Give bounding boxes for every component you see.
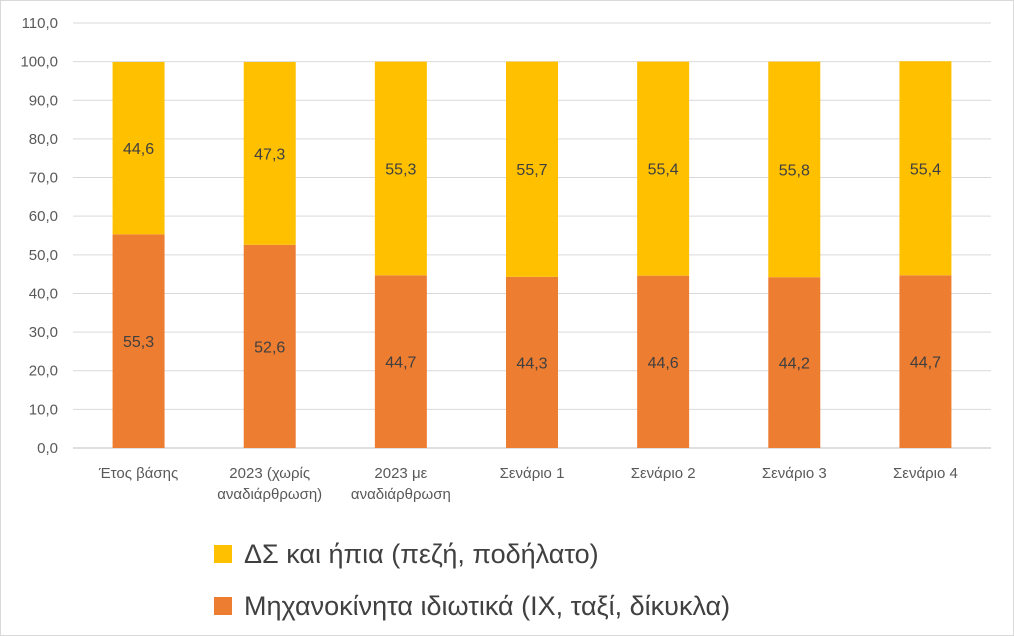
y-axis: 0,0 10,0 20,0 30,0 40,0 50,0 60,0 70,0 80,0 90,0 1… <box>20 15 58 457</box>
legend-swatch-public-soft <box>214 545 232 563</box>
bar-segment <box>374 61 427 276</box>
y-tick-label: 70,0 <box>29 170 58 187</box>
y-tick-label: 40,0 <box>29 285 58 302</box>
data-label: 55,4 <box>648 162 679 179</box>
bar-segment <box>112 62 165 235</box>
data-label: 55,3 <box>385 161 416 178</box>
bars: 55,3 44,6 52,6 47,3 44,7 55,3 44,3 55,7 44,6 55,4… <box>112 61 952 448</box>
y-tick-label: 100,0 <box>20 54 58 71</box>
data-label: 55,7 <box>516 162 547 179</box>
legend-item-public-soft: ΔΣ και ήπια (πεζή, ποδήλατο) <box>214 528 730 580</box>
x-tick-label: Έτος βάσης <box>98 465 178 482</box>
x-tick-label: Σενάριο 3 <box>762 465 827 482</box>
y-tick-label: 110,0 <box>22 15 58 32</box>
x-tick-label: 2023 (χωρίς αναδιάρθρωση) <box>217 465 322 503</box>
y-tick-label: 60,0 <box>29 208 58 225</box>
x-axis: Έτος βάσης 2023 (χωρίς αναδιάρθρωση) 2023 μ… <box>98 465 958 503</box>
bar-segment <box>243 244 296 448</box>
data-label: 55,8 <box>779 162 810 179</box>
bar-segment <box>899 61 952 276</box>
bar-segment <box>637 61 690 276</box>
data-label: 44,7 <box>910 355 941 372</box>
y-tick-label: 0,0 <box>37 440 58 457</box>
legend: ΔΣ και ήπια (πεζή, ποδήλατο) Μηχανοκίνητ… <box>214 528 730 632</box>
x-tick-label: Σενάριο 4 <box>893 465 958 482</box>
bar-segment <box>112 234 165 448</box>
data-label: 44,2 <box>779 356 810 373</box>
legend-item-private-motor: Μηχανοκίνητα ιδιωτικά (ΙΧ, ταξί, δίκυκλα… <box>214 580 730 632</box>
data-label: 44,7 <box>385 355 416 372</box>
bar-segment <box>637 275 690 448</box>
y-tick-label: 90,0 <box>29 92 58 109</box>
x-tick-label: 2023 με αναδιάρθρωση <box>351 465 451 503</box>
y-tick-label: 50,0 <box>29 247 58 264</box>
data-label: 55,4 <box>910 161 941 178</box>
bar-segment <box>506 276 558 448</box>
y-tick-label: 30,0 <box>29 324 58 341</box>
y-tick-label: 10,0 <box>29 401 58 418</box>
data-label: 44,6 <box>648 355 679 372</box>
bar-segment <box>374 275 427 448</box>
x-tick-label: Σενάριο 1 <box>500 465 565 482</box>
legend-label-public-soft: ΔΣ και ήπια (πεζή, ποδήλατο) <box>244 538 599 569</box>
data-label: 44,3 <box>516 355 547 372</box>
data-label: 47,3 <box>254 146 285 163</box>
bar-segment <box>506 61 558 277</box>
y-tick-label: 20,0 <box>29 363 58 380</box>
data-label: 55,3 <box>123 334 154 351</box>
data-label: 52,6 <box>254 339 285 356</box>
y-tick-label: 80,0 <box>29 131 58 148</box>
legend-swatch-private-motor <box>214 597 232 615</box>
data-label: 44,6 <box>123 141 154 158</box>
bar-segment <box>243 62 296 245</box>
stacked-bar-chart: 0,0 10,0 20,0 30,0 40,0 50,0 60,0 70,0 80,0 90,0 1… <box>20 15 991 503</box>
bar-segment <box>768 61 821 278</box>
legend-label-private-motor: Μηχανοκίνητα ιδιωτικά (ΙΧ, ταξί, δίκυκλα… <box>244 590 731 621</box>
bar-segment <box>768 277 821 448</box>
bar-segment <box>899 275 952 448</box>
x-tick-label: Σενάριο 2 <box>631 465 696 482</box>
